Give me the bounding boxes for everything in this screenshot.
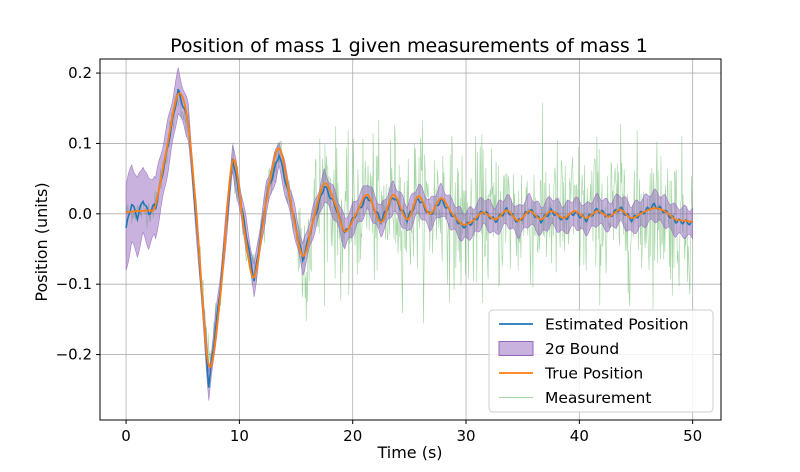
y-tick-label: 0.1	[68, 134, 92, 152]
x-tick-label: 40	[570, 427, 589, 445]
legend-label: 2σ Bound	[545, 340, 619, 358]
two-sigma-band	[125, 67, 693, 401]
legend-label: Estimated Position	[545, 316, 689, 334]
x-tick-label: 30	[456, 427, 475, 445]
y-tick-label: −0.2	[56, 346, 92, 364]
legend: Estimated Position 2σ Bound True Position M…	[488, 309, 714, 413]
chart-title: Position of mass 1 given measurements of…	[170, 35, 648, 57]
x-tick-label: 0	[121, 427, 131, 445]
legend-entry: True Position	[499, 365, 643, 383]
plot-frame	[99, 58, 722, 421]
two-sigma-band-area	[125, 67, 693, 401]
y-tick-label: 0.2	[68, 64, 92, 82]
legend-label: Measurement	[545, 389, 651, 407]
x-tick-label: 50	[683, 427, 702, 445]
legend-entry: Estimated Position	[499, 316, 689, 334]
x-tick-label: 10	[230, 427, 249, 445]
legend-label: True Position	[544, 365, 643, 383]
y-tick-label: 0.0	[68, 205, 92, 223]
legend-entry: 2σ Bound	[498, 340, 619, 358]
y-tick-label: −0.1	[56, 275, 92, 293]
legend-entry: Measurement	[499, 389, 651, 407]
true-position-line	[125, 92, 693, 368]
axis-ticks: 0 10 20 30 40 50 −0.2 −0.1 0.0 0.1 0.2	[56, 64, 703, 445]
true-position-series	[125, 92, 693, 368]
legend-box	[488, 309, 714, 413]
x-tick-label: 20	[343, 427, 362, 445]
legend-swatch	[498, 341, 534, 356]
y-axis-label: Position (units)	[32, 182, 51, 301]
x-axis-label: Time (s)	[376, 443, 442, 462]
